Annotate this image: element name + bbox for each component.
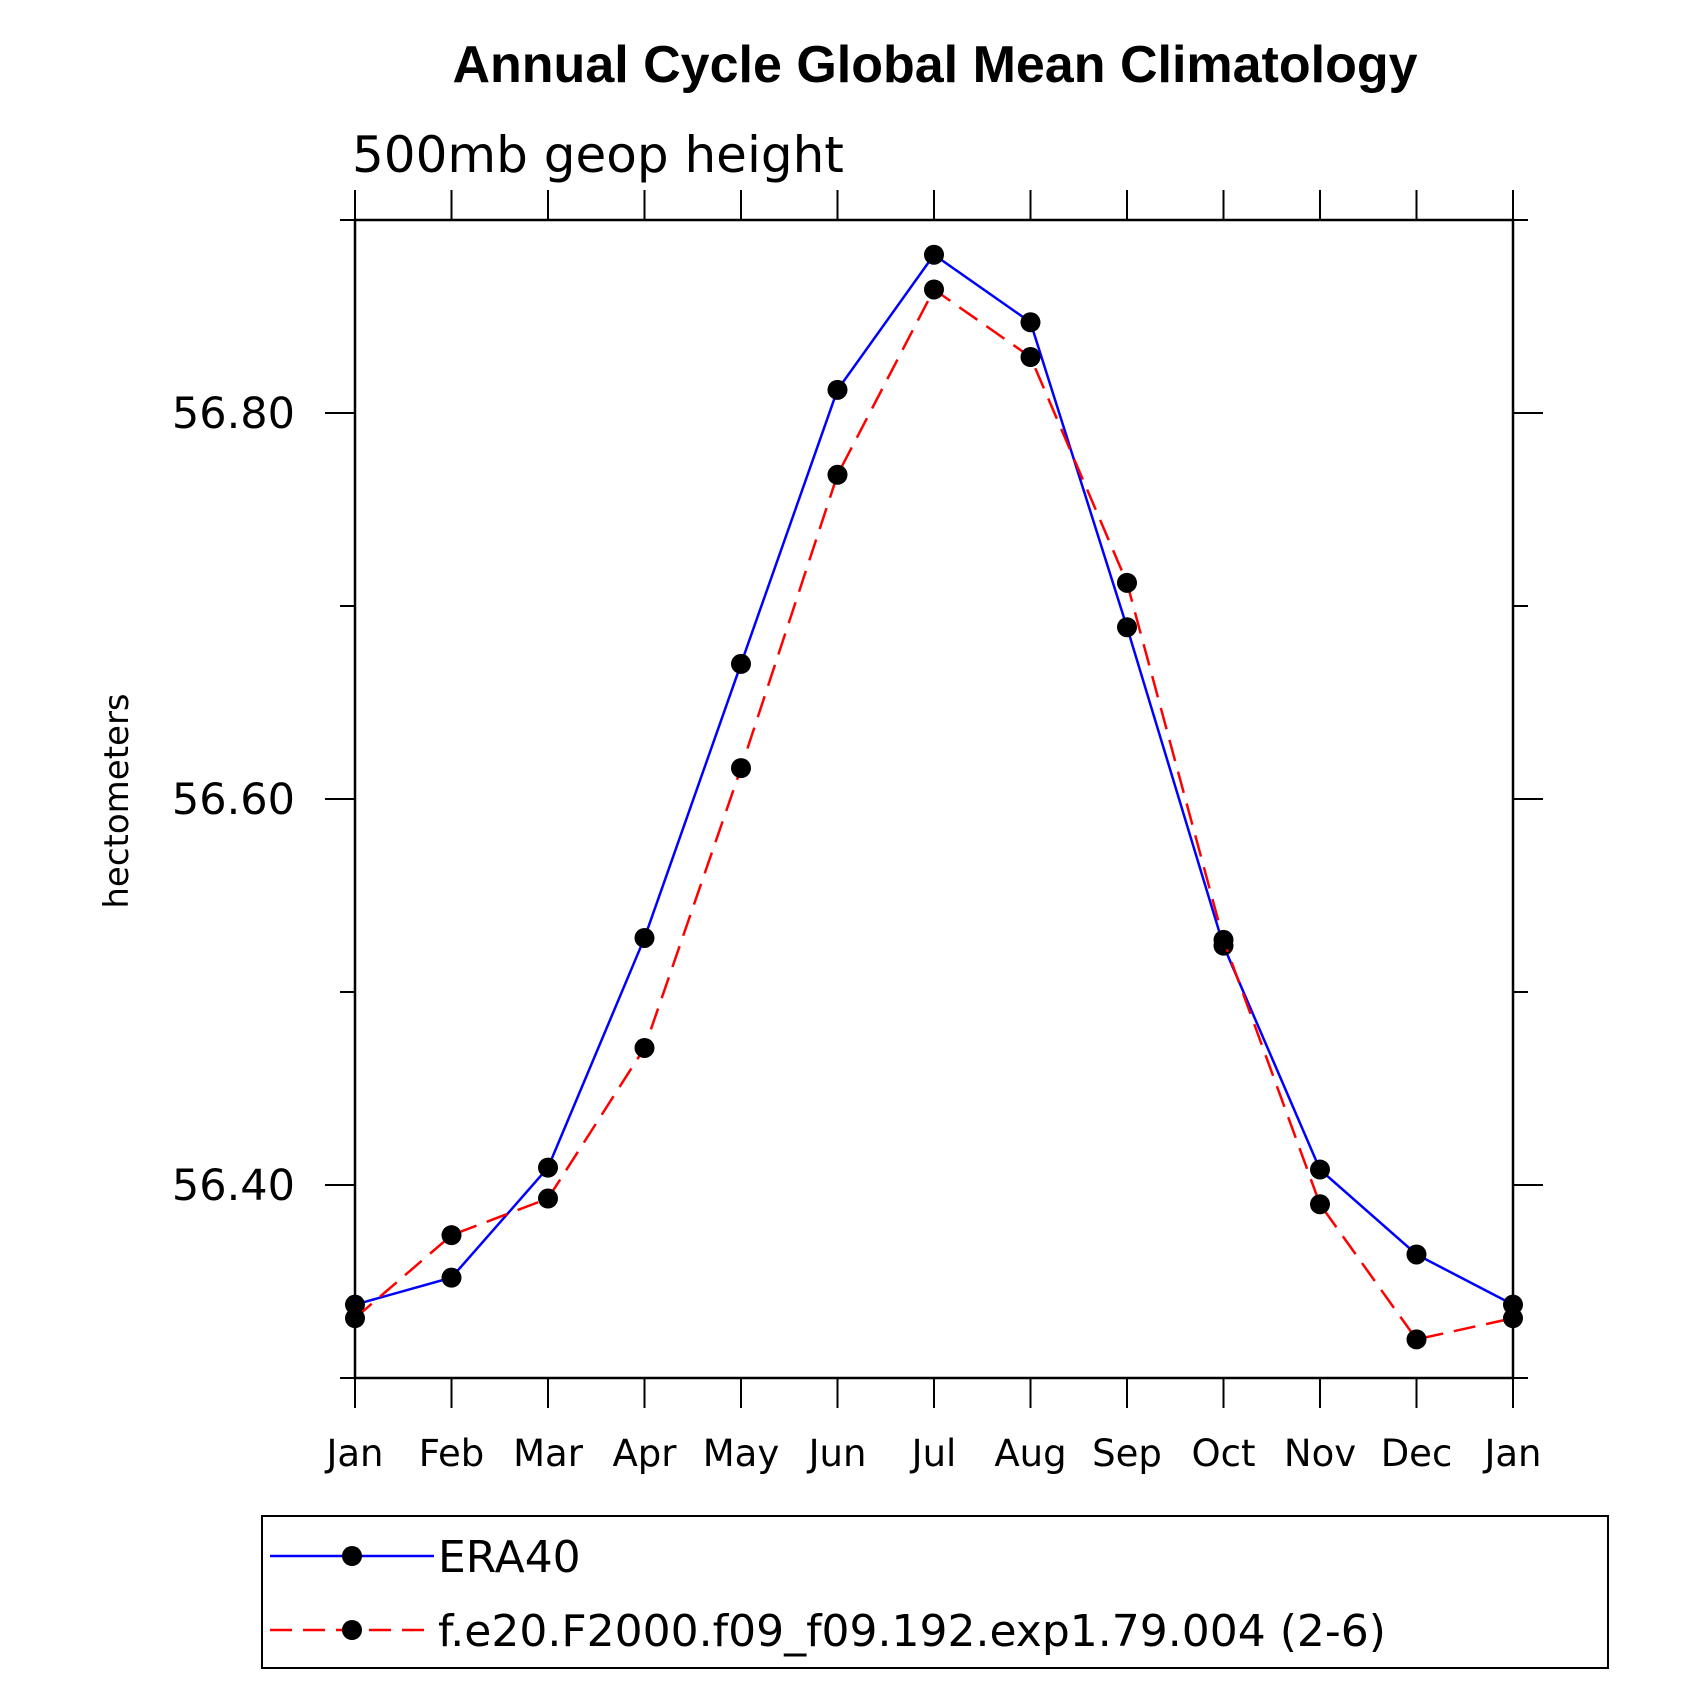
- data-point: [1117, 572, 1137, 593]
- x-tick-label: Aug: [994, 1432, 1066, 1475]
- chart-subtitle: 500mb geop height: [352, 126, 844, 184]
- x-tick-label: Oct: [1192, 1432, 1256, 1475]
- legend: ERA40 f.e20.F2000.f09_f09.192.exp1.79.004…: [261, 1515, 1609, 1669]
- legend-marker: [342, 1546, 362, 1566]
- legend-marker: [342, 1620, 362, 1640]
- data-point: [731, 758, 751, 779]
- x-tick-label: Dec: [1381, 1432, 1453, 1475]
- chart-title: Annual Cycle Global Mean Climatology: [452, 36, 1417, 94]
- data-point: [441, 1267, 462, 1288]
- data-point: [538, 1157, 558, 1178]
- y-axis-label: hectometers: [97, 693, 137, 908]
- data-point: [924, 279, 944, 300]
- y-tick-label: 56.60: [172, 775, 295, 825]
- x-tick-label: Apr: [612, 1432, 677, 1475]
- x-tick-label: Jan: [1482, 1432, 1541, 1475]
- data-point: [827, 379, 848, 400]
- data-point: [634, 1037, 655, 1058]
- series-layer: [345, 244, 1523, 1350]
- data-point: [1406, 1329, 1427, 1350]
- x-tick-label: Feb: [419, 1432, 485, 1475]
- axes: Jan Feb Mar Apr May Jun Jul Aug Sep Oct Nov Dec Jan 5…: [172, 190, 1543, 1475]
- data-point: [1117, 617, 1137, 638]
- x-tick-label: Jan: [324, 1432, 383, 1475]
- data-point: [345, 1308, 365, 1329]
- series-1: [345, 244, 1523, 1315]
- x-tick-label: May: [703, 1432, 780, 1475]
- data-point: [1213, 929, 1234, 950]
- x-tick-label: Jun: [807, 1432, 867, 1475]
- legend-label: f.e20.F2000.f09_f09.192.exp1.79.004 (2-6…: [438, 1606, 1386, 1657]
- data-point: [1310, 1194, 1330, 1215]
- y-tick-label: 56.80: [172, 389, 295, 439]
- data-point: [827, 464, 848, 485]
- data-point: [634, 927, 655, 948]
- x-tick-label: Jul: [910, 1432, 957, 1475]
- series-2: [345, 279, 1523, 1350]
- x-tick-label: Nov: [1284, 1432, 1356, 1475]
- data-point: [924, 244, 944, 265]
- data-point: [1310, 1159, 1330, 1180]
- data-point: [1020, 312, 1041, 333]
- x-tick-label: Mar: [513, 1432, 584, 1475]
- data-point: [538, 1188, 558, 1209]
- data-point: [1406, 1244, 1427, 1265]
- data-point: [1503, 1308, 1523, 1329]
- data-point: [731, 653, 751, 674]
- legend-box: [261, 1515, 1609, 1669]
- series-line: [354, 287, 1514, 1341]
- legend-label: ERA40: [438, 1532, 581, 1583]
- plot-frame: [353, 218, 1515, 1380]
- series-line: [354, 253, 1514, 1306]
- x-tick-label: Sep: [1092, 1432, 1162, 1475]
- data-point: [1020, 347, 1041, 368]
- data-point: [441, 1225, 462, 1246]
- y-tick-label: 56.40: [172, 1161, 295, 1211]
